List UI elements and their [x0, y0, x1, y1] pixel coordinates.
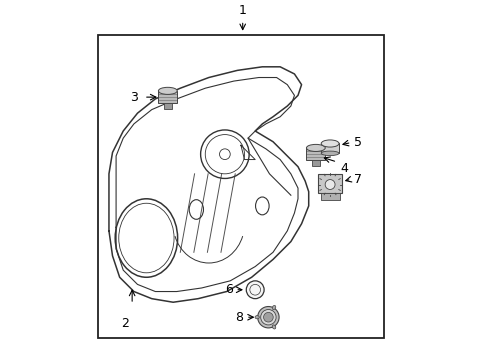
- Circle shape: [325, 180, 334, 189]
- Bar: [158, 91, 177, 103]
- Ellipse shape: [158, 87, 177, 94]
- Bar: [163, 103, 171, 109]
- Text: 8: 8: [235, 311, 243, 324]
- Text: 1: 1: [238, 4, 246, 17]
- Bar: [306, 148, 325, 161]
- Ellipse shape: [272, 306, 275, 310]
- Ellipse shape: [321, 140, 338, 147]
- Circle shape: [246, 281, 264, 299]
- Ellipse shape: [272, 325, 275, 329]
- Bar: [98, 35, 383, 338]
- Text: 4: 4: [340, 162, 348, 175]
- Text: 5: 5: [354, 136, 362, 149]
- Circle shape: [263, 312, 273, 322]
- Bar: [321, 143, 338, 153]
- Ellipse shape: [306, 144, 325, 152]
- Text: 3: 3: [129, 91, 137, 104]
- Text: 2: 2: [121, 316, 129, 329]
- Circle shape: [257, 306, 279, 328]
- Bar: [318, 174, 341, 193]
- Bar: [320, 193, 339, 200]
- Circle shape: [260, 310, 276, 325]
- Bar: [311, 161, 319, 166]
- Text: 6: 6: [224, 283, 232, 296]
- Text: 7: 7: [354, 173, 362, 186]
- Ellipse shape: [321, 151, 338, 156]
- Ellipse shape: [255, 316, 259, 319]
